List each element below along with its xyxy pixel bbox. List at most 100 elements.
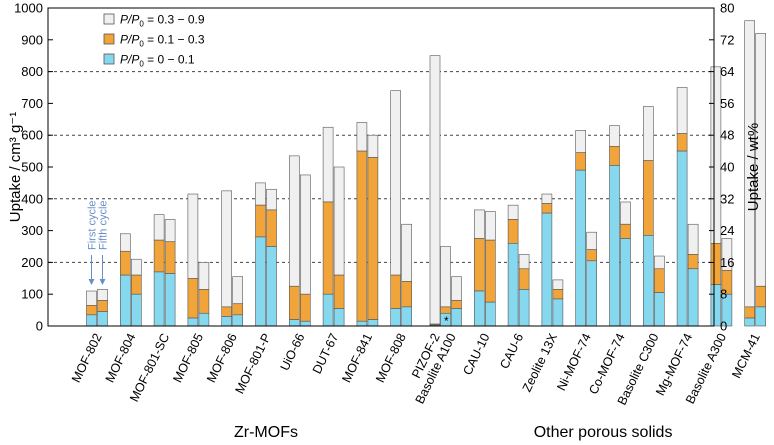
basolite-c300-bar2-high	[653, 255, 665, 270]
uio-66-bar1-mid	[288, 285, 300, 320]
dut-67-bar1-high	[322, 126, 334, 203]
mof-802-bar1-low	[86, 314, 97, 327]
ni-mof-74-bar2-mid	[586, 249, 598, 262]
co-mof-74-bar2-mid	[620, 223, 631, 239]
mof-805-bar2-high	[198, 262, 210, 290]
basolite-c300-bar1-mid	[642, 160, 654, 236]
bars-layer	[86, 20, 767, 327]
legend-swatch-3	[103, 53, 115, 65]
mof-808-bar2-mid	[401, 281, 413, 308]
mof-805-bar1-high	[187, 193, 199, 279]
cau-10-bar2-high	[484, 211, 496, 241]
mof-801-p-bar2-mid	[266, 209, 277, 247]
ytick-label-right-8: 8	[720, 287, 727, 302]
mof-841-bar2-mid	[367, 157, 379, 320]
dut-67-bar2-high	[333, 166, 345, 276]
mof-801-sc-bar1-high	[153, 214, 165, 241]
basolite-a300-bar1-high	[710, 66, 722, 244]
category-label-mcm-41: MCM-41	[729, 331, 763, 380]
legend-swatch-2	[103, 33, 115, 45]
arrowhead-first-cycle	[88, 279, 95, 285]
category-label-mof-801-p: MOF-801-P	[232, 331, 273, 396]
grid-layer	[48, 71, 714, 263]
mof-806-bar2-mid	[232, 303, 243, 316]
mof-804-bar2-low	[131, 293, 142, 327]
category-label-mof-802: MOF-802	[69, 331, 105, 385]
ni-mof-74-bar1-mid	[575, 152, 587, 171]
annotation-first-cycle: First cycle	[87, 201, 99, 251]
co-mof-74-bar1-high	[609, 125, 620, 147]
mof-802-bar2-low	[97, 311, 108, 327]
mcm-41-bar2-mid	[755, 285, 767, 308]
mcm-41-bar1-mid	[744, 306, 756, 319]
mof-841-bar1-mid	[356, 150, 368, 322]
ytick-label-left-100: 100	[21, 287, 43, 302]
mof-805-bar1-low	[187, 317, 199, 327]
axes-layer: 0 100 200 300 400 500 600 700 800 900 1000 0 8 16 24 32…	[14, 1, 734, 334]
mof-804-bar2-high	[131, 258, 142, 276]
mof-801-p-bar1-high	[255, 182, 266, 206]
mof-808-bar2-low	[401, 306, 413, 327]
category-label-mof-808: MOF-808	[373, 331, 409, 385]
mof-805-bar1-mid	[187, 277, 199, 319]
mof-801-p-bar2-high	[266, 188, 277, 211]
uio-66-bar2-high	[299, 174, 311, 295]
zeolite-13x-bar2-low	[552, 298, 564, 327]
mof-808-bar2-high	[401, 223, 413, 282]
mof-808-bar1-low	[390, 308, 402, 327]
annotation-fifth-cycle: Fifth cycle	[98, 200, 110, 250]
mof-804-bar2-mid	[131, 274, 142, 295]
co-mof-74-bar2-low	[620, 238, 631, 327]
basolite-a100-bar2-mid	[451, 300, 462, 309]
zeolite-13x-bar1-mid	[541, 203, 553, 214]
mg-mof-74-bar2-high	[687, 223, 699, 255]
ytick-label-left-500: 500	[21, 160, 43, 175]
ytick-label-right-64: 64	[720, 64, 734, 79]
mof-802-bar1-mid	[86, 305, 97, 316]
category-label-mof-804: MOF-804	[103, 331, 139, 385]
ytick-label-right-40: 40	[720, 160, 734, 175]
ytick-label-right-32: 32	[720, 191, 734, 206]
cau-10-bar1-mid	[473, 238, 485, 292]
mg-mof-74-bar2-mid	[687, 254, 699, 270]
uio-66-bar1-high	[288, 155, 300, 287]
dut-67-bar1-low	[322, 293, 334, 327]
mg-mof-74-bar1-high	[676, 87, 688, 134]
basolite-a300-bar2-low	[721, 293, 733, 327]
zeolite-13x-bar2-mid	[552, 289, 564, 300]
co-mof-74-bar1-mid	[609, 146, 620, 166]
cau-10-bar1-low	[473, 290, 485, 327]
mof-804-bar1-low	[120, 274, 131, 327]
basolite-a100-bar2-high	[451, 276, 462, 301]
mof-805-bar2-mid	[198, 289, 210, 314]
ytick-label-left-800: 800	[21, 64, 43, 79]
cau-6-bar2-high	[518, 254, 530, 270]
mof-801-sc-bar1-mid	[153, 239, 165, 273]
mof-841-bar2-high	[367, 134, 379, 158]
mof-801-sc-bar2-mid	[164, 241, 176, 274]
ytick-label-left-600: 600	[21, 128, 43, 143]
y-axis-label-left: Uptake / cm³ g⁻¹	[7, 112, 24, 222]
cau-6-bar1-low	[507, 243, 519, 327]
dut-67-bar1-mid	[322, 201, 334, 295]
arrowhead-fifth-cycle	[99, 279, 106, 285]
ytick-label-left-0: 0	[36, 319, 43, 334]
cau-6-bar2-mid	[518, 268, 530, 290]
uio-66-bar2-low	[299, 320, 311, 327]
basolite-c300-bar1-low	[642, 235, 654, 327]
legend: P/P0 = 0.3 − 0.9 P/P0 = 0.1 − 0.3 P/P0 = 0…	[103, 13, 205, 69]
zeolite-13x-bar2-high	[552, 279, 564, 290]
mof-806-bar1-low	[221, 316, 232, 327]
dut-67-bar2-low	[333, 308, 345, 327]
ni-mof-74-bar1-low	[575, 169, 587, 327]
category-label-cau-10: CAU-10	[460, 331, 492, 377]
ytick-label-right-0: 0	[720, 319, 727, 334]
mof-801-sc-bar2-low	[164, 273, 176, 327]
category-label-uio-66: UiO-66	[278, 331, 308, 373]
mof-841-bar1-high	[356, 122, 368, 152]
category-label-mof-806: MOF-806	[204, 331, 240, 385]
legend-label-3: P/P0 = 0 − 0.1	[120, 53, 195, 69]
ytick-label-left-300: 300	[21, 223, 43, 238]
ni-mof-74-bar2-low	[586, 260, 598, 327]
